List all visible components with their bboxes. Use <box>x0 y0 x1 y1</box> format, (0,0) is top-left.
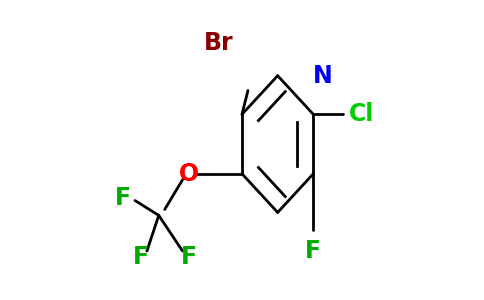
Text: N: N <box>313 64 333 88</box>
Text: O: O <box>179 162 198 186</box>
Text: Cl: Cl <box>349 102 375 126</box>
Text: Br: Br <box>203 31 233 55</box>
Text: F: F <box>181 245 197 269</box>
Text: F: F <box>305 239 321 263</box>
Text: F: F <box>133 245 149 269</box>
Text: F: F <box>115 186 131 210</box>
